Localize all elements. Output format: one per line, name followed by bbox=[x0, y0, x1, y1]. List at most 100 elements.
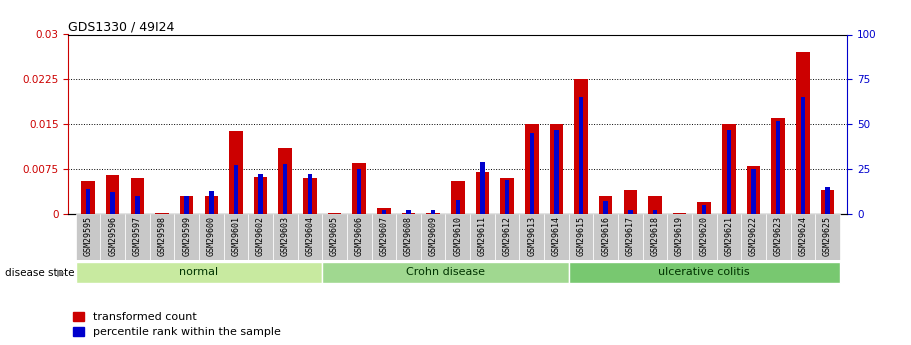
Bar bbox=[254, 177, 267, 214]
Bar bbox=[519, 214, 544, 260]
Text: normal: normal bbox=[179, 267, 219, 277]
Bar bbox=[544, 214, 568, 260]
Text: GSM29599: GSM29599 bbox=[182, 216, 191, 256]
Bar bbox=[673, 213, 686, 214]
Bar bbox=[110, 193, 115, 214]
Text: GSM29624: GSM29624 bbox=[798, 216, 807, 256]
Bar bbox=[234, 166, 238, 214]
Bar bbox=[249, 214, 273, 260]
Bar bbox=[727, 130, 732, 214]
Text: GSM29610: GSM29610 bbox=[454, 216, 462, 256]
Bar bbox=[445, 214, 470, 260]
Text: GSM29605: GSM29605 bbox=[330, 216, 339, 256]
Bar bbox=[347, 214, 372, 260]
Bar bbox=[322, 214, 347, 260]
Text: GSM29618: GSM29618 bbox=[650, 216, 660, 256]
Bar bbox=[402, 213, 415, 214]
Bar bbox=[529, 133, 534, 214]
Text: GSM29614: GSM29614 bbox=[552, 216, 561, 256]
Bar bbox=[308, 175, 312, 214]
Bar bbox=[653, 210, 657, 214]
Bar bbox=[480, 162, 485, 214]
Bar bbox=[525, 124, 538, 214]
Bar bbox=[667, 214, 692, 260]
Text: ▶: ▶ bbox=[56, 268, 65, 277]
Text: GSM29622: GSM29622 bbox=[749, 216, 758, 256]
Bar bbox=[717, 214, 742, 260]
Bar bbox=[199, 214, 223, 260]
Bar bbox=[470, 214, 495, 260]
Bar bbox=[135, 196, 139, 214]
Bar bbox=[303, 178, 317, 214]
Text: GSM29607: GSM29607 bbox=[379, 216, 388, 256]
Bar bbox=[500, 178, 514, 214]
Text: GSM29625: GSM29625 bbox=[823, 216, 832, 256]
Bar bbox=[106, 175, 119, 214]
Bar bbox=[603, 201, 608, 214]
Text: GSM29598: GSM29598 bbox=[158, 216, 167, 256]
Bar bbox=[298, 214, 322, 260]
Bar bbox=[76, 262, 322, 284]
Bar bbox=[642, 214, 667, 260]
Bar bbox=[86, 189, 90, 214]
Text: GSM29602: GSM29602 bbox=[256, 216, 265, 256]
Text: GSM29597: GSM29597 bbox=[133, 216, 142, 256]
Bar bbox=[353, 163, 366, 214]
Legend: transformed count, percentile rank within the sample: transformed count, percentile rank withi… bbox=[68, 307, 285, 342]
Bar bbox=[179, 196, 193, 214]
Bar bbox=[155, 213, 169, 214]
Bar bbox=[568, 262, 840, 284]
Bar bbox=[776, 121, 781, 214]
Bar bbox=[568, 214, 593, 260]
Bar bbox=[421, 214, 445, 260]
Bar bbox=[578, 97, 583, 214]
Bar bbox=[796, 52, 810, 214]
Bar bbox=[554, 130, 558, 214]
Bar bbox=[747, 166, 761, 214]
Text: GSM29595: GSM29595 bbox=[84, 216, 93, 256]
Bar bbox=[451, 181, 465, 214]
Bar bbox=[431, 210, 435, 214]
Bar bbox=[825, 187, 830, 214]
Bar bbox=[372, 214, 396, 260]
Bar bbox=[273, 214, 298, 260]
Text: disease state: disease state bbox=[5, 268, 74, 277]
Bar bbox=[204, 196, 218, 214]
Bar bbox=[223, 214, 249, 260]
Bar bbox=[772, 118, 785, 214]
Bar bbox=[382, 210, 386, 214]
Bar bbox=[259, 175, 262, 214]
Text: GSM29600: GSM29600 bbox=[207, 216, 216, 256]
Bar bbox=[130, 178, 144, 214]
Bar bbox=[742, 214, 766, 260]
Bar bbox=[618, 214, 642, 260]
Text: GSM29616: GSM29616 bbox=[601, 216, 610, 256]
Bar bbox=[791, 214, 815, 260]
Bar bbox=[702, 205, 707, 214]
Text: GSM29596: GSM29596 bbox=[108, 216, 118, 256]
Bar bbox=[81, 181, 95, 214]
Bar bbox=[815, 214, 840, 260]
Text: GSM29617: GSM29617 bbox=[626, 216, 635, 256]
Bar bbox=[426, 213, 440, 214]
Bar bbox=[328, 213, 342, 214]
Bar bbox=[752, 169, 756, 214]
Bar bbox=[593, 214, 618, 260]
Text: GSM29623: GSM29623 bbox=[773, 216, 783, 256]
Bar bbox=[722, 124, 736, 214]
Bar bbox=[549, 124, 563, 214]
Text: GSM29621: GSM29621 bbox=[724, 216, 733, 256]
Bar bbox=[801, 97, 805, 214]
Text: GSM29615: GSM29615 bbox=[577, 216, 586, 256]
Bar bbox=[279, 148, 292, 214]
Bar bbox=[623, 190, 637, 214]
Text: GSM29603: GSM29603 bbox=[281, 216, 290, 256]
Bar bbox=[184, 196, 189, 214]
Bar bbox=[283, 164, 288, 214]
Bar bbox=[406, 210, 411, 214]
Text: GSM29613: GSM29613 bbox=[527, 216, 537, 256]
Bar bbox=[505, 180, 509, 214]
Text: GSM29620: GSM29620 bbox=[700, 216, 709, 256]
Text: GDS1330 / 49I24: GDS1330 / 49I24 bbox=[68, 20, 175, 33]
Bar bbox=[766, 214, 791, 260]
